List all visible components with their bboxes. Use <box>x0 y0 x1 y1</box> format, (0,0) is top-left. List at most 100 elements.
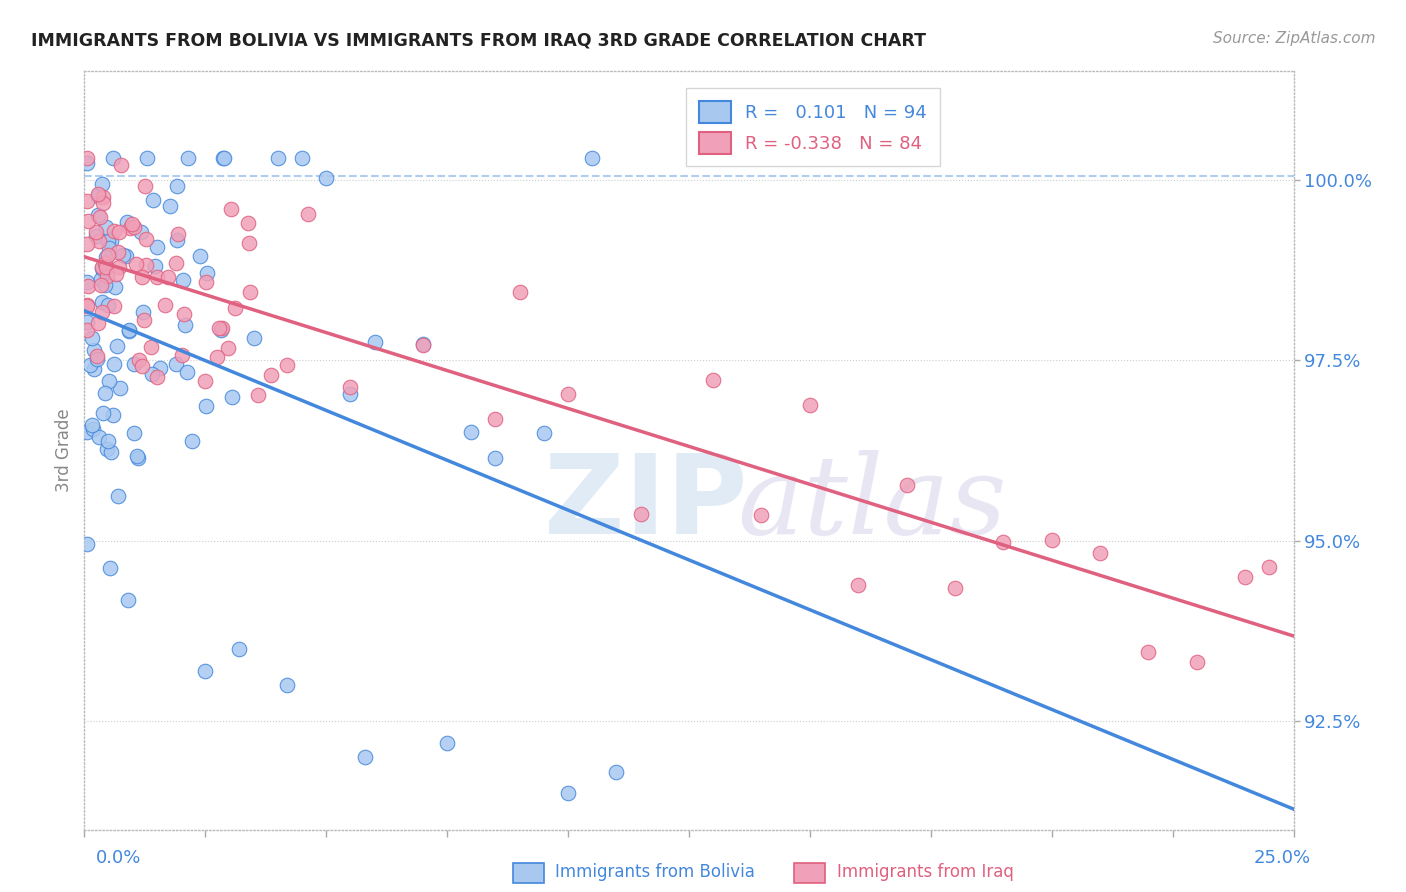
Point <box>91 196 114 211</box>
Point <box>176 365 198 379</box>
Point <box>315 170 337 185</box>
Point <box>943 582 966 596</box>
Point <box>114 249 136 263</box>
Point <box>91 295 114 310</box>
Point <box>247 388 270 402</box>
Point <box>509 285 531 299</box>
Point <box>208 321 231 335</box>
Point <box>157 270 180 285</box>
Point <box>166 234 188 248</box>
Point <box>122 357 145 371</box>
Point <box>105 339 128 353</box>
Point <box>211 323 233 337</box>
Point <box>76 275 98 289</box>
Point <box>82 422 104 436</box>
Point <box>194 664 217 678</box>
Point <box>118 221 141 235</box>
Point <box>297 207 319 221</box>
Point <box>80 417 103 432</box>
Point <box>141 367 163 381</box>
Point <box>1185 655 1208 669</box>
Point <box>557 387 579 401</box>
Point <box>91 189 114 203</box>
Point <box>94 278 117 293</box>
Point <box>76 151 98 165</box>
Point <box>129 225 152 239</box>
Point <box>115 215 138 229</box>
Point <box>751 508 773 522</box>
Point <box>84 226 107 240</box>
Point <box>125 257 148 271</box>
Point <box>86 352 108 367</box>
Point <box>214 151 236 165</box>
Point <box>104 267 127 281</box>
Point <box>94 219 117 234</box>
Point <box>118 322 141 336</box>
Point <box>76 214 98 228</box>
Legend: R =   0.101   N = 94, R = -0.338   N = 84: R = 0.101 N = 94, R = -0.338 N = 84 <box>686 88 939 166</box>
Point <box>195 400 218 414</box>
Point <box>104 279 127 293</box>
Point <box>91 305 114 319</box>
Point <box>94 386 117 401</box>
Point <box>143 259 166 273</box>
Text: 25.0%: 25.0% <box>1253 849 1310 867</box>
Point <box>80 331 103 345</box>
Point <box>165 256 187 270</box>
Point <box>145 369 167 384</box>
Point <box>484 450 506 465</box>
Point <box>112 248 135 262</box>
Point <box>172 348 194 362</box>
Point <box>83 343 105 357</box>
Point <box>87 209 110 223</box>
Point <box>91 177 114 191</box>
Point <box>167 227 190 241</box>
Point <box>83 361 105 376</box>
Point <box>605 764 627 779</box>
Point <box>1088 546 1111 560</box>
Point <box>76 299 98 313</box>
Point <box>76 537 98 551</box>
Point <box>134 179 156 194</box>
Point <box>101 151 124 165</box>
Text: Immigrants from Bolivia: Immigrants from Bolivia <box>555 863 755 881</box>
Point <box>76 236 98 251</box>
Point <box>131 359 153 373</box>
Point <box>86 229 108 244</box>
Point <box>212 151 235 165</box>
Point <box>846 578 869 592</box>
Point <box>142 193 165 207</box>
Point <box>194 275 217 289</box>
Point <box>412 338 434 352</box>
Point <box>97 298 120 312</box>
Point <box>98 374 121 388</box>
Point <box>100 445 122 459</box>
Point <box>107 489 129 503</box>
Point <box>90 272 112 286</box>
Point <box>146 239 169 253</box>
Point <box>118 324 141 338</box>
Point <box>630 508 652 522</box>
Text: atlas: atlas <box>737 450 1007 558</box>
Point <box>93 406 115 420</box>
Text: IMMIGRANTS FROM BOLIVIA VS IMMIGRANTS FROM IRAQ 3RD GRADE CORRELATION CHART: IMMIGRANTS FROM BOLIVIA VS IMMIGRANTS FR… <box>31 31 927 49</box>
Point <box>581 151 603 165</box>
Point <box>460 425 482 439</box>
Point <box>260 368 283 383</box>
Point <box>291 151 314 165</box>
Point <box>135 232 157 246</box>
Point <box>97 240 120 254</box>
Point <box>174 318 197 333</box>
Point <box>117 592 139 607</box>
Point <box>135 258 157 272</box>
Point <box>97 247 120 261</box>
Point <box>149 361 172 376</box>
Point <box>181 434 204 449</box>
Point <box>172 273 194 287</box>
Point <box>122 425 145 440</box>
Point <box>436 736 458 750</box>
Point <box>993 534 1015 549</box>
Point <box>177 151 200 165</box>
Point <box>91 263 114 277</box>
Point <box>86 349 108 363</box>
